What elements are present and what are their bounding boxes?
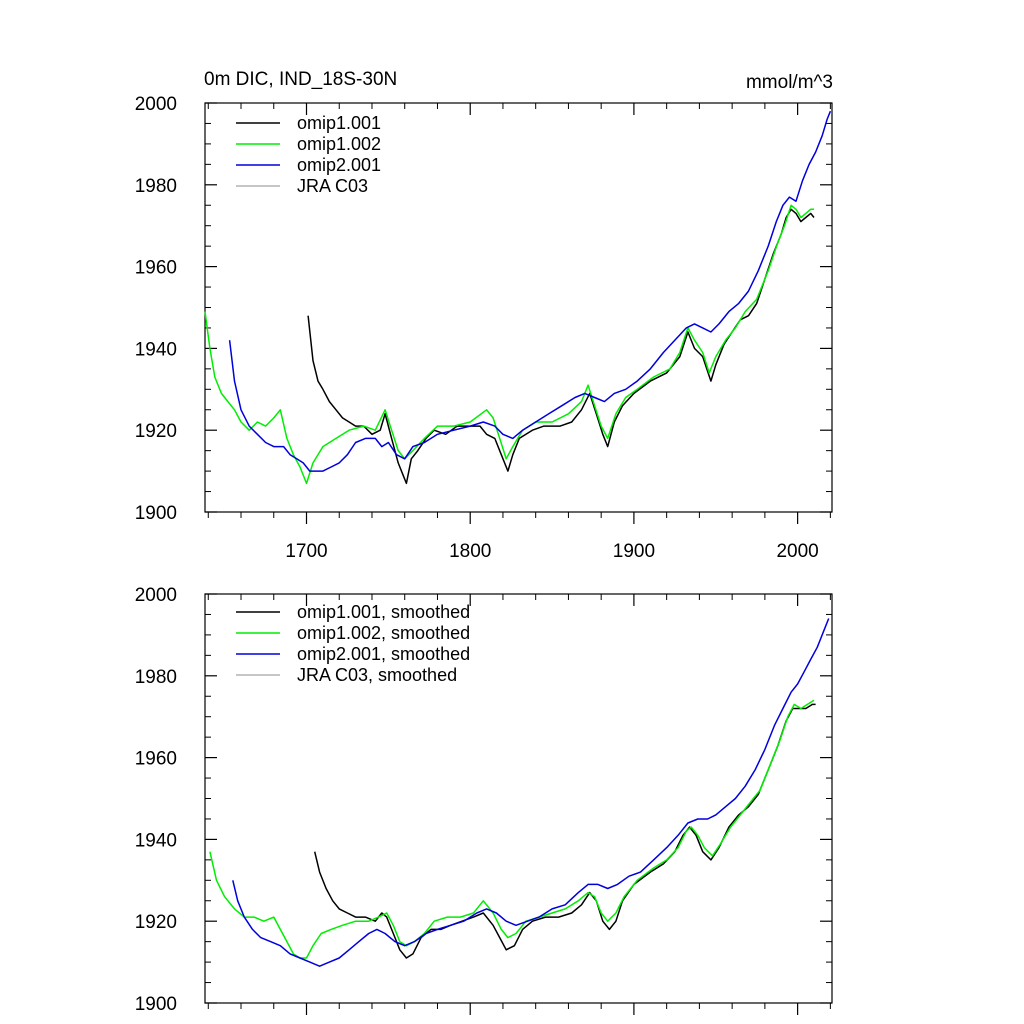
y-tick-label: 1960: [135, 749, 177, 770]
legend-label: omip1.002, smoothed: [297, 623, 470, 643]
series-line-omip2-001: [228, 110, 832, 472]
legend-label: omip1.002: [297, 134, 381, 154]
legend-label: omip2.001: [297, 155, 381, 175]
y-tick-label: 1900: [135, 994, 177, 1015]
y-tick-label: 1920: [135, 912, 177, 933]
y-tick-label: 1960: [135, 258, 177, 279]
y-tick-label: 1940: [135, 830, 177, 851]
x-tick-label: 2000: [776, 541, 818, 562]
y-tick-label: 2000: [135, 585, 177, 606]
chart-title: 0m DIC, IND_18S-30N: [204, 69, 397, 90]
series-line-omip2-001-smoothed: [232, 618, 830, 967]
legend-label: omip1.001, smoothed: [297, 602, 470, 622]
bottom-panel: 1900 1920 1940 1960 1980 2000 omip1.001, smoot…: [135, 585, 833, 1015]
units-label: mmol/m^3: [746, 72, 833, 93]
y-tick-label: 2000: [135, 94, 177, 115]
y-tick-label: 1920: [135, 421, 177, 442]
x-tick-label: 1800: [449, 541, 491, 562]
series-line-omip1-001: [307, 208, 815, 485]
y-tick-label: 1980: [135, 667, 177, 688]
top-panel: 0m DIC, IND_18S-30N mmol/m^3 1900 1920 194…: [135, 69, 833, 562]
x-tick-label: 1700: [285, 541, 327, 562]
y-tick-label: 1900: [135, 503, 177, 524]
series-line-omip1-002: [204, 204, 814, 485]
y-tick-label: 1940: [135, 339, 177, 360]
legend-label: omip2.001, smoothed: [297, 644, 470, 664]
legend-label: JRA C03: [297, 176, 368, 196]
legend-label: omip1.001: [297, 113, 381, 133]
x-tick-label: 1900: [613, 541, 655, 562]
y-tick-label: 1980: [135, 176, 177, 197]
legend-label: JRA C03, smoothed: [297, 665, 457, 685]
series-line-omip1-002-smoothed: [209, 699, 815, 959]
series-line-omip1-001-smoothed: [313, 703, 816, 959]
